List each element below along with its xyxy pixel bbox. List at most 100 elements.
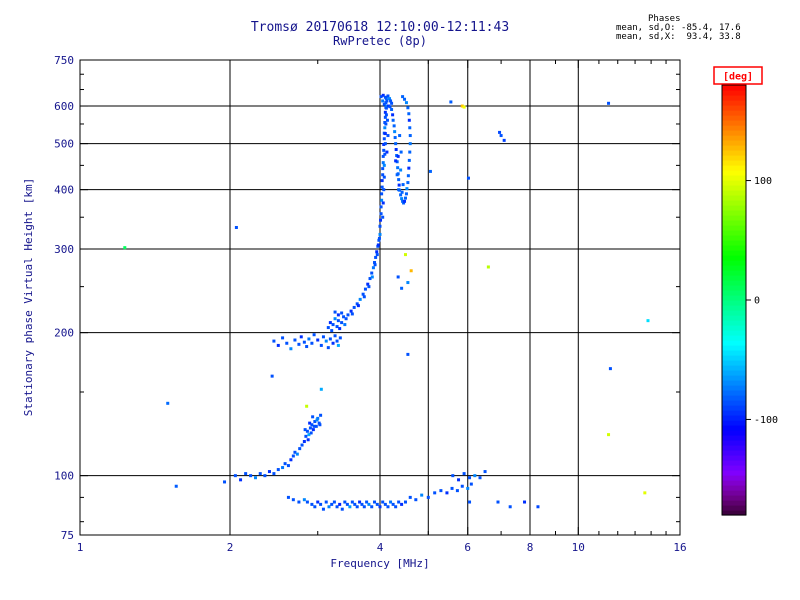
data-point (302, 340, 306, 344)
colorbar-segment (722, 305, 746, 311)
colorbar-segment (722, 300, 746, 306)
data-point (439, 489, 443, 493)
data-point (335, 505, 339, 509)
colorbar-segment (722, 190, 746, 196)
data-point (399, 168, 403, 172)
data-point (302, 498, 306, 502)
colorbar-segment (722, 200, 746, 206)
data-point (330, 502, 334, 506)
data-point (384, 113, 388, 117)
data-point (407, 166, 411, 170)
data-point (360, 502, 364, 506)
data-point (356, 304, 360, 308)
data-point (343, 323, 347, 327)
colorbar-segment (722, 385, 746, 391)
plot-title: Tromsø 20170618 12:10:00-12:11:43 (251, 20, 509, 35)
data-point (404, 101, 408, 105)
data-point (379, 205, 383, 209)
data-point (310, 502, 314, 506)
data-point (496, 500, 500, 504)
data-point (394, 159, 398, 163)
colorbar-segment (722, 100, 746, 106)
phases-mean-sd-x: mean, sd,X: 93.4, 33.8 (616, 32, 741, 42)
data-point (361, 292, 365, 296)
data-point (350, 312, 354, 316)
data-point (381, 93, 385, 97)
data-point (123, 246, 127, 250)
data-point (406, 181, 410, 185)
data-point (362, 505, 366, 509)
data-point (223, 480, 227, 484)
data-point (312, 424, 316, 428)
colorbar-segment (722, 390, 746, 396)
data-point (377, 238, 381, 242)
colorbar-segment (722, 405, 746, 411)
data-point (381, 161, 385, 165)
data-point (321, 335, 325, 339)
data-point (233, 474, 237, 478)
data-point (332, 500, 336, 504)
colorbar-segment (722, 220, 746, 226)
data-point (426, 495, 430, 499)
data-point (338, 502, 342, 506)
colorbar-tick-label: 0 (754, 296, 760, 307)
data-point (305, 429, 309, 433)
data-point (397, 500, 401, 504)
data-point (307, 337, 311, 341)
colorbar-segment (722, 135, 746, 141)
data-point (300, 443, 304, 447)
data-point (394, 148, 398, 152)
data-point (349, 309, 353, 313)
data-point (397, 178, 401, 182)
data-point (397, 188, 401, 192)
data-point (393, 136, 397, 140)
colorbar-segment (722, 425, 746, 431)
colorbar-segment (722, 175, 746, 181)
colorbar-segment (722, 340, 746, 346)
colorbar-segment (722, 285, 746, 291)
data-point (502, 138, 506, 142)
data-point (305, 500, 309, 504)
data-point (406, 352, 410, 356)
data-point (420, 493, 424, 497)
data-point (382, 102, 386, 106)
data-point (388, 97, 392, 101)
colorbar-segment (722, 410, 746, 416)
data-point (335, 339, 339, 343)
colorbar-segment (722, 330, 746, 336)
phases-mean-sd-o: mean, sd,O: -85.4, 17.6 (616, 23, 741, 33)
y-tick-label: 100 (54, 470, 74, 483)
colorbar-segment (722, 115, 746, 121)
data-point (302, 440, 306, 444)
data-point (370, 271, 374, 275)
colorbar-segment (722, 215, 746, 221)
data-point (324, 339, 328, 343)
data-point (374, 255, 378, 259)
data-point (401, 183, 405, 187)
colorbar-segment (722, 240, 746, 246)
y-tick-label: 400 (54, 184, 74, 197)
data-point (174, 484, 178, 488)
data-point (331, 323, 335, 327)
data-point (400, 502, 404, 506)
data-point (331, 341, 335, 345)
data-point (344, 317, 348, 321)
colorbar-segment (722, 380, 746, 386)
data-point (396, 166, 400, 170)
data-point (333, 334, 337, 338)
data-point (466, 486, 470, 490)
data-point (285, 341, 289, 345)
data-point (267, 470, 271, 474)
data-point (380, 198, 384, 202)
data-point (381, 201, 385, 205)
data-point (293, 450, 297, 454)
data-point (328, 337, 332, 341)
colorbar-segment (722, 170, 746, 176)
data-point (346, 313, 350, 317)
y-axis-label: Stationary phase Virtual Height [km] (22, 178, 35, 416)
colorbar-segment (722, 110, 746, 116)
data-point (291, 498, 295, 502)
data-point (455, 489, 459, 493)
data-point (396, 275, 400, 279)
colorbar-segment (722, 480, 746, 486)
